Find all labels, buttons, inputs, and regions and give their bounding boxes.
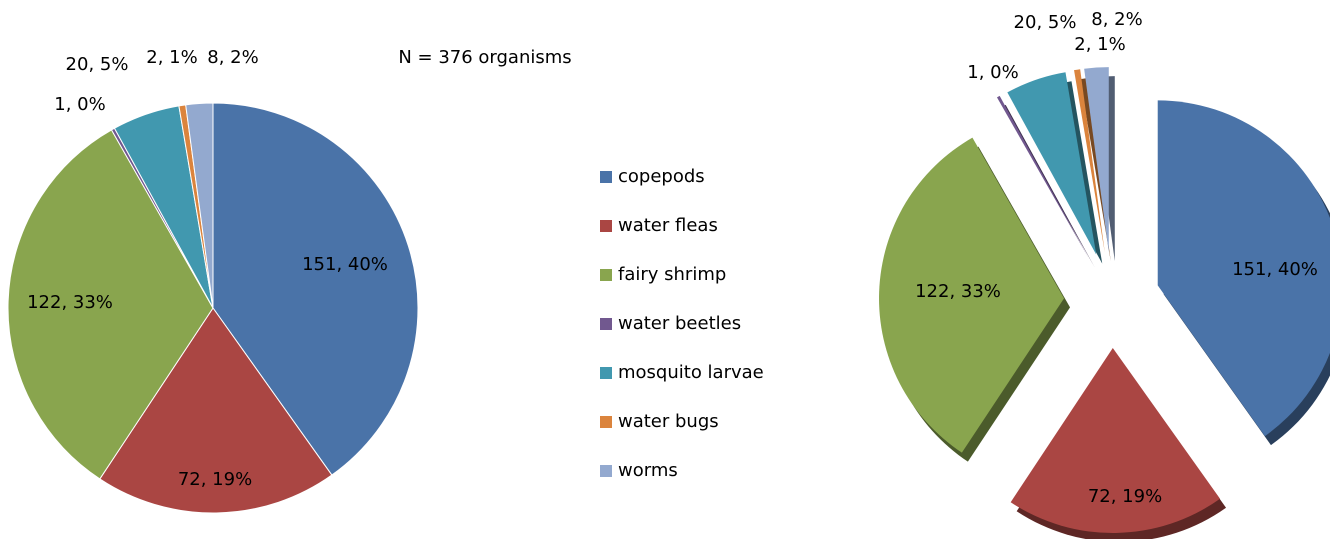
data-label: 151, 40% <box>1232 259 1318 280</box>
legend-label: water fleas <box>618 215 718 236</box>
data-label: 8, 2% <box>1091 9 1142 30</box>
data-label: 122, 33% <box>915 281 1001 302</box>
wedge <box>1157 100 1330 437</box>
annotation: N = 376 organisms <box>398 47 571 68</box>
wedge-side <box>1080 78 1111 262</box>
data-label: 72, 19% <box>1088 486 1162 507</box>
wedge <box>1010 347 1221 533</box>
wedge <box>185 102 214 309</box>
wedge <box>1074 69 1105 253</box>
legend-swatch <box>600 367 612 379</box>
data-label: 2, 1% <box>146 47 197 68</box>
data-label: 2, 1% <box>1074 34 1125 55</box>
data-label: 122, 33% <box>27 292 113 313</box>
pie <box>879 67 1330 539</box>
legend-label: water bugs <box>618 411 719 432</box>
wedge <box>879 137 1065 453</box>
legend-label: fairy shrimp <box>618 264 726 285</box>
legend-swatch <box>600 318 612 330</box>
data-label: 20, 5% <box>1014 12 1077 33</box>
wedge <box>7 129 214 480</box>
wedge <box>212 102 419 476</box>
data-label: 151, 40% <box>302 254 388 275</box>
legend-label: copepods <box>618 166 705 187</box>
wedge <box>996 95 1089 259</box>
wedge <box>1084 67 1109 253</box>
data-label: 1, 0% <box>967 62 1018 83</box>
legend-swatch <box>600 171 612 183</box>
legend-label: water beetles <box>618 313 741 334</box>
wedge <box>99 307 333 514</box>
legend-label: mosquito larvae <box>618 362 764 383</box>
data-label: 72, 19% <box>178 469 252 490</box>
wedge <box>1007 72 1097 255</box>
legend-swatch <box>600 465 612 477</box>
data-label: 8, 2% <box>207 47 258 68</box>
data-label: 20, 5% <box>66 54 129 75</box>
pie <box>7 102 419 514</box>
legend-swatch <box>600 269 612 281</box>
legend-label: worms <box>618 460 678 481</box>
data-label: 1, 0% <box>54 94 105 115</box>
legend-swatch <box>600 416 612 428</box>
legend-swatch <box>600 220 612 232</box>
